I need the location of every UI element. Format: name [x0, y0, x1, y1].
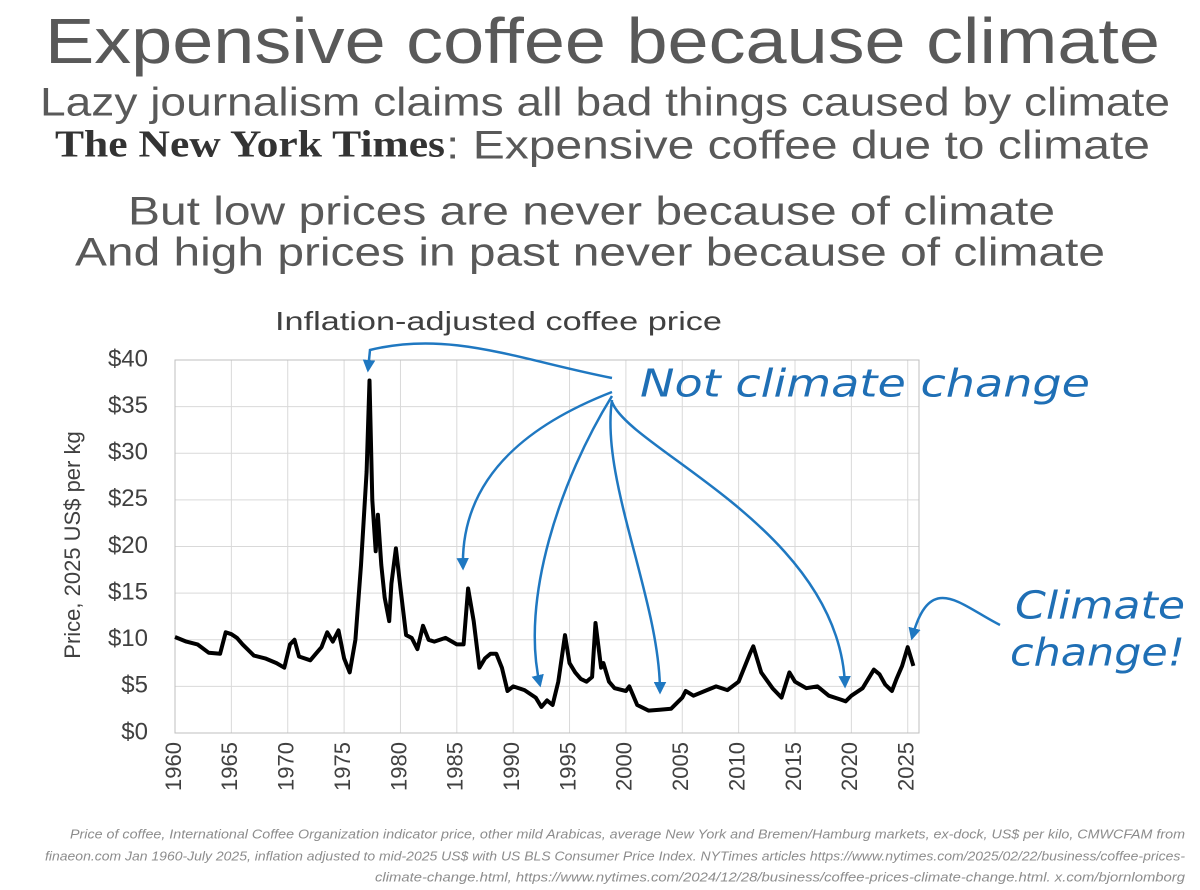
x-tick-label: 2015 [781, 742, 806, 791]
plot-border [174, 359, 920, 734]
x-tick-label: 2000 [612, 742, 637, 791]
chart-title: Inflation-adjusted coffee price [275, 306, 722, 336]
y-tick-label: $30 [108, 439, 148, 466]
nyt-headline: : Expensive coffee due to climate [446, 124, 1150, 168]
x-tick-label: 2020 [837, 742, 862, 791]
annotation: Climate [1015, 584, 1185, 628]
arrow [362, 342, 613, 380]
x-tick-label: 1985 [443, 742, 468, 791]
nyt-masthead: The New York Times [55, 124, 445, 166]
y-tick-label: $5 [121, 672, 148, 699]
annotation: Not climate change [640, 362, 1090, 406]
footnote: finaeon.com Jan 1960-July 2025, inflatio… [45, 848, 1186, 863]
arrow [609, 399, 667, 695]
y-tick-label: $20 [108, 532, 148, 559]
footnote: climate-change.html, https://www.nytimes… [375, 869, 1186, 884]
footnote: Price of coffee, International Coffee Or… [70, 826, 1185, 841]
line-low: But low prices are never because of clim… [128, 190, 1055, 234]
subtitle: Lazy journalism claims all bad things ca… [40, 81, 1170, 125]
title: Expensive coffee because climate [45, 5, 1160, 77]
x-tick-label: 1965 [217, 742, 242, 791]
x-tick-label: 1995 [555, 742, 580, 791]
y-tick-label: $40 [108, 345, 148, 372]
x-tick-label: 1975 [330, 742, 355, 791]
y-tick-label: $0 [121, 718, 148, 745]
price-line [174, 378, 916, 713]
line-high: And high prices in past never because of… [75, 231, 1105, 275]
arrow [610, 401, 851, 689]
plot: $0 $5 $10 $15 $20 $25 $30 $35 $40 1960 1965 1970 197… [108, 345, 920, 791]
x-tick-label: 1990 [499, 742, 524, 791]
arrow [908, 596, 1001, 641]
y-tick-label: $35 [108, 392, 148, 419]
y-tick-label: $10 [108, 625, 148, 652]
y-tick-label: $25 [108, 485, 148, 512]
arrows [362, 342, 1001, 695]
annotation: change! [1010, 631, 1185, 675]
x-tick-label: 1980 [386, 742, 411, 791]
arrow [531, 395, 614, 688]
arrow [456, 390, 613, 571]
x-tick-label: 2025 [894, 742, 919, 791]
x-tick-label: 2010 [724, 742, 749, 791]
y-tick-label: $15 [108, 578, 148, 605]
x-tick-label: 1970 [274, 742, 299, 791]
x-tick-label: 2005 [668, 742, 693, 791]
y-axis-label: Price, 2025 US$ per kg [60, 431, 85, 658]
x-tick-label: 1960 [161, 742, 186, 791]
